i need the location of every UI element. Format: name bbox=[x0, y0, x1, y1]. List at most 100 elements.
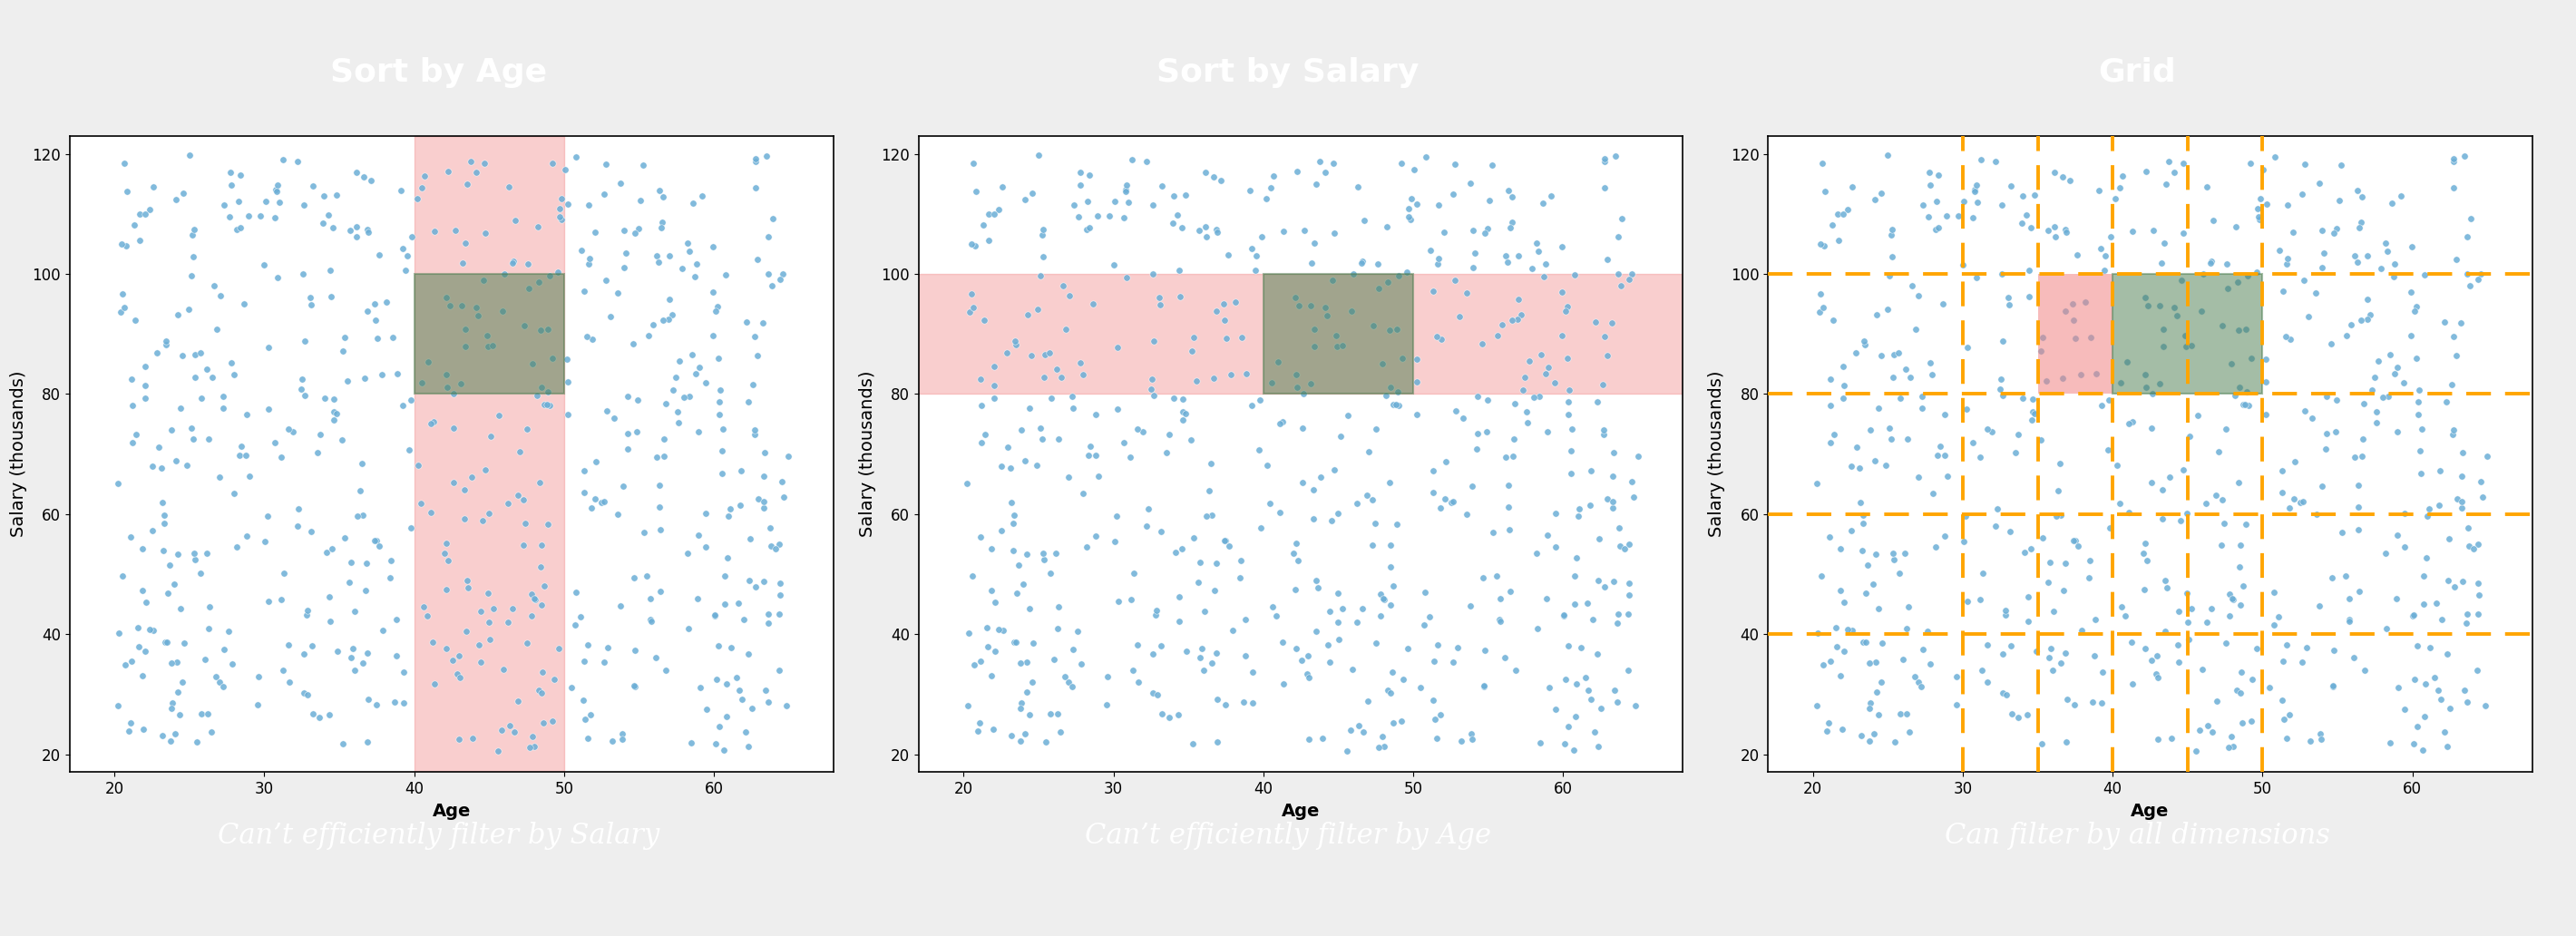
Point bbox=[618, 392, 659, 407]
Point bbox=[1412, 693, 1453, 708]
Point bbox=[2130, 420, 2172, 435]
Point bbox=[1543, 607, 1584, 622]
Point bbox=[1592, 501, 1633, 516]
Point bbox=[1592, 446, 1633, 461]
Point bbox=[1023, 546, 1064, 561]
Point bbox=[209, 209, 250, 224]
Point bbox=[2177, 407, 2218, 422]
Point bbox=[240, 209, 281, 224]
Point bbox=[157, 547, 198, 562]
Point bbox=[634, 651, 675, 665]
Point bbox=[180, 706, 222, 721]
Point bbox=[204, 679, 245, 694]
Point bbox=[1798, 304, 1839, 319]
Point bbox=[662, 260, 703, 275]
Point bbox=[1592, 314, 1633, 329]
Point bbox=[497, 694, 538, 709]
Point bbox=[448, 580, 489, 595]
Point bbox=[2432, 377, 2473, 392]
Point bbox=[507, 421, 549, 436]
Point bbox=[1133, 647, 1175, 662]
Point bbox=[188, 599, 229, 614]
Point bbox=[2285, 640, 2326, 655]
Point bbox=[768, 449, 809, 464]
Point bbox=[1159, 614, 1200, 629]
Point bbox=[1844, 333, 1886, 348]
Point bbox=[1873, 347, 1914, 362]
Point bbox=[1476, 568, 1517, 583]
Point bbox=[2218, 274, 2259, 289]
Point bbox=[1211, 367, 1252, 382]
Point bbox=[641, 220, 683, 235]
Point bbox=[1010, 348, 1051, 363]
Point bbox=[538, 265, 580, 280]
Point bbox=[953, 657, 994, 672]
Point bbox=[124, 390, 165, 405]
Point bbox=[989, 461, 1030, 475]
Point bbox=[2025, 373, 2066, 388]
Point bbox=[737, 491, 778, 506]
Point bbox=[1896, 321, 1937, 336]
Point bbox=[1185, 605, 1226, 620]
Point bbox=[1010, 601, 1051, 616]
Point bbox=[2300, 479, 2342, 494]
Point bbox=[376, 648, 417, 663]
Point bbox=[518, 682, 559, 697]
Point bbox=[1141, 524, 1182, 539]
Point bbox=[945, 476, 987, 491]
Point bbox=[2084, 263, 2125, 278]
Point bbox=[1566, 595, 1607, 610]
Point bbox=[1584, 154, 1625, 168]
Point bbox=[2166, 585, 2208, 600]
Point bbox=[245, 194, 286, 209]
Point bbox=[495, 213, 536, 228]
Point bbox=[325, 530, 366, 545]
Point bbox=[672, 196, 714, 211]
Point bbox=[1358, 256, 1399, 271]
Point bbox=[358, 538, 399, 553]
Point bbox=[327, 373, 368, 388]
Point bbox=[541, 212, 582, 227]
Point bbox=[204, 401, 245, 416]
Point bbox=[623, 157, 665, 172]
Point bbox=[2427, 394, 2468, 409]
Point bbox=[1414, 712, 1455, 727]
Point bbox=[1958, 195, 1999, 210]
Point bbox=[1450, 599, 1492, 614]
Point bbox=[734, 154, 775, 168]
Point bbox=[1193, 169, 1234, 184]
Point bbox=[948, 625, 989, 640]
Point bbox=[343, 169, 384, 184]
Point bbox=[742, 493, 783, 508]
Point bbox=[1850, 734, 1891, 749]
Point bbox=[639, 478, 680, 493]
Point bbox=[1592, 493, 1633, 508]
Point bbox=[639, 183, 680, 198]
Point bbox=[2298, 599, 2339, 614]
Point bbox=[443, 482, 484, 497]
Point bbox=[2210, 729, 2251, 744]
Point bbox=[2138, 670, 2179, 685]
Point bbox=[348, 735, 389, 750]
Point bbox=[1502, 383, 1543, 398]
Point bbox=[747, 229, 788, 244]
Point bbox=[466, 339, 507, 354]
Point bbox=[2040, 456, 2081, 471]
Point bbox=[1911, 486, 1953, 501]
Point bbox=[1816, 639, 1857, 654]
Point bbox=[1059, 177, 1100, 192]
Point bbox=[1066, 194, 1108, 209]
Point bbox=[247, 340, 289, 355]
Point bbox=[2391, 329, 2432, 344]
Point bbox=[2058, 538, 2099, 553]
Point bbox=[2282, 493, 2324, 508]
Point bbox=[677, 424, 719, 439]
Point bbox=[2009, 289, 2050, 304]
Point bbox=[963, 218, 1005, 233]
Point bbox=[523, 578, 564, 593]
Point bbox=[1525, 366, 1566, 381]
Point bbox=[1798, 625, 1839, 640]
Point bbox=[1203, 297, 1244, 312]
Point bbox=[953, 300, 994, 315]
Point bbox=[961, 399, 1002, 414]
